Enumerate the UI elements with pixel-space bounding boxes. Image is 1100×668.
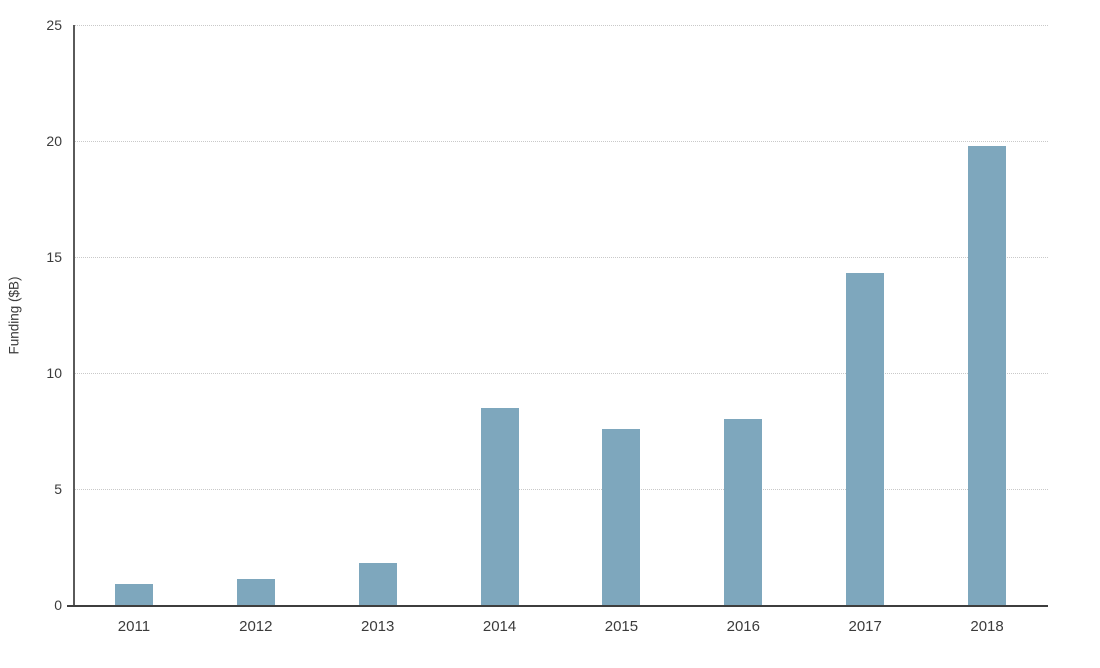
x-axis-line bbox=[67, 605, 1048, 607]
gridline-20 bbox=[73, 141, 1048, 142]
bar-2015 bbox=[602, 428, 641, 605]
x-tick-label-2013: 2013 bbox=[361, 618, 395, 635]
x-tick-label-2011: 2011 bbox=[117, 618, 151, 635]
bar-2016 bbox=[724, 419, 763, 605]
gridline-10 bbox=[73, 373, 1048, 374]
x-tick-label-2018: 2018 bbox=[970, 618, 1004, 635]
y-axis-title: Funding ($B) bbox=[6, 276, 22, 355]
x-tick-label-2015: 2015 bbox=[604, 618, 639, 635]
y-tick-label-20: 20 bbox=[46, 133, 62, 149]
bar-2017 bbox=[846, 273, 885, 605]
bar-2011 bbox=[114, 584, 153, 605]
bar-2014 bbox=[480, 407, 519, 605]
gridline-5 bbox=[73, 489, 1048, 490]
y-tick-label-25: 25 bbox=[46, 17, 62, 33]
y-axis-line bbox=[73, 25, 75, 605]
plot-area bbox=[67, 25, 1048, 607]
y-tick-label-0: 0 bbox=[54, 597, 62, 613]
x-tick-label-2012: 2012 bbox=[239, 618, 273, 635]
bar-2018 bbox=[968, 145, 1007, 605]
y-tick-label-15: 15 bbox=[46, 249, 62, 265]
x-tick-label-2016: 2016 bbox=[726, 618, 760, 635]
y-tick-label-10: 10 bbox=[46, 365, 62, 381]
bar-2012 bbox=[236, 579, 275, 605]
gridline-15 bbox=[73, 257, 1048, 258]
x-tick-label-2017: 2017 bbox=[848, 618, 882, 635]
x-tick-label-2014: 2014 bbox=[482, 618, 517, 635]
bar-2013 bbox=[358, 563, 397, 605]
y-tick-label-5: 5 bbox=[54, 481, 62, 497]
gridline-25 bbox=[73, 25, 1048, 26]
